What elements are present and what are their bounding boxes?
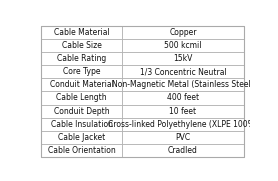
Text: Cable Material: Cable Material: [54, 28, 110, 37]
Bar: [122, 144, 244, 157]
Bar: [122, 65, 244, 78]
Bar: [41, 78, 122, 91]
Text: Cable Length: Cable Length: [56, 93, 107, 102]
Text: 10 feet: 10 feet: [169, 107, 197, 115]
Bar: [41, 52, 122, 65]
Text: Cross-linked Polyethylene (XLPE 100%): Cross-linked Polyethylene (XLPE 100%): [108, 120, 258, 129]
Bar: [41, 131, 122, 144]
Text: 15kV: 15kV: [173, 54, 193, 63]
Text: Cable Orientation: Cable Orientation: [48, 146, 116, 155]
Text: PVC: PVC: [175, 133, 190, 142]
Text: Copper: Copper: [169, 28, 197, 37]
Bar: [122, 39, 244, 52]
Text: 1/3 Concentric Neutral: 1/3 Concentric Neutral: [140, 67, 226, 76]
Bar: [41, 39, 122, 52]
Bar: [122, 91, 244, 104]
Text: Non-Magnetic Metal (Stainless Steel): Non-Magnetic Metal (Stainless Steel): [112, 80, 254, 89]
Text: 400 feet: 400 feet: [167, 93, 199, 102]
Bar: [41, 91, 122, 104]
Text: 500 kcmil: 500 kcmil: [164, 41, 202, 50]
Text: Conduit Depth: Conduit Depth: [54, 107, 110, 115]
Bar: [122, 104, 244, 118]
Bar: [41, 104, 122, 118]
Bar: [122, 26, 244, 39]
Bar: [122, 131, 244, 144]
Bar: [122, 78, 244, 91]
Bar: [41, 144, 122, 157]
Text: Conduit Material: Conduit Material: [50, 80, 114, 89]
Bar: [41, 118, 122, 131]
Text: Cable Insulation: Cable Insulation: [51, 120, 113, 129]
Bar: [41, 65, 122, 78]
Bar: [122, 118, 244, 131]
Text: Cable Size: Cable Size: [62, 41, 102, 50]
Bar: [122, 52, 244, 65]
Bar: [41, 26, 122, 39]
Text: Cable Rating: Cable Rating: [57, 54, 106, 63]
Text: Core Type: Core Type: [63, 67, 100, 76]
Text: Cable Jacket: Cable Jacket: [58, 133, 105, 142]
Text: Cradled: Cradled: [168, 146, 198, 155]
